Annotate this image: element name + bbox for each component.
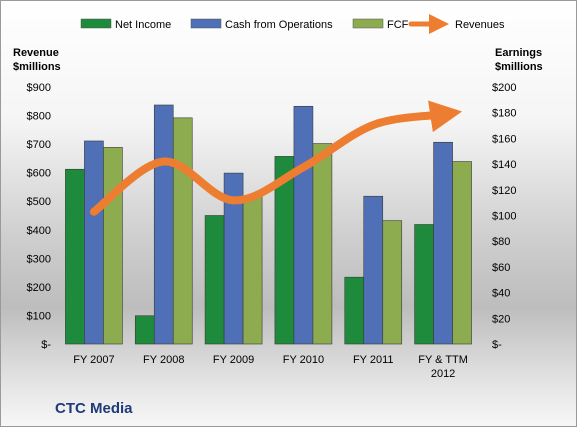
right-axis: $- $20 $40 $60 $80 $100 $120 $140 $160 $180 $200 <box>492 82 516 351</box>
bar-fcf-fy-2011 <box>382 220 403 345</box>
right-tick-label: $- <box>492 339 502 351</box>
category-label-fy-ttm-2012: FY & TTM 2012 <box>418 354 468 380</box>
left-axis: $- $100 $200 $300 $400 $500 $600 $700 $800 $900 <box>27 82 52 351</box>
legend-label-revenues: Revenues <box>455 19 505 31</box>
right-tick-label: $20 <box>492 313 510 325</box>
bar-cash-from-operations-fy-2008 <box>153 104 174 345</box>
bar-fcf-fy-2007 <box>103 147 123 345</box>
company-name: CTC Media <box>55 400 133 417</box>
right-tick-label: $140 <box>492 159 516 171</box>
bar-net-income-fy-2011 <box>344 276 365 345</box>
revenues-line <box>89 100 463 216</box>
legend-label-cash-from-operations: Cash from Operations <box>225 19 333 31</box>
left-tick-label: $800 <box>27 111 51 123</box>
left-axis-title-line1: Revenue <box>13 47 59 59</box>
legend-swatch-cash-from-operations <box>190 18 222 29</box>
bars <box>65 104 472 345</box>
right-axis-title-line2: $millions <box>495 61 543 73</box>
bar-net-income-fy-2008 <box>134 315 155 345</box>
left-tick-label: $400 <box>27 225 51 237</box>
category-label-fy-2010: FY 2010 <box>283 354 324 366</box>
left-axis-title-line2: $millions <box>13 61 61 73</box>
left-tick-label: $500 <box>27 196 51 208</box>
category-label-fy-2011: FY 2011 <box>353 354 394 366</box>
bar-net-income-fy-ttm-2012 <box>414 224 434 345</box>
right-axis-title-line1: Earnings <box>495 47 542 59</box>
legend-swatch-net-income <box>80 18 112 29</box>
bar-fcf-fy-2010 <box>312 143 333 345</box>
category-label-fy-2008: FY 2008 <box>143 354 184 366</box>
right-tick-label: $40 <box>492 288 510 300</box>
bar-fcf-fy-2009 <box>242 195 263 345</box>
revenue-line-layer <box>89 100 463 216</box>
category-label-fy-2007: FY 2007 <box>73 354 114 366</box>
bar-cash-from-operations-fy-2007 <box>84 140 104 345</box>
legend-label-net-income: Net Income <box>115 19 171 31</box>
left-tick-label: $300 <box>27 253 51 265</box>
right-tick-label: $100 <box>492 211 516 223</box>
bar-cash-from-operations-fy-2010 <box>293 105 314 345</box>
left-tick-label: $600 <box>27 168 51 180</box>
right-tick-label: $120 <box>492 185 516 197</box>
bar-fcf-fy-ttm-2012 <box>452 161 472 345</box>
legend-label-fcf: FCF <box>387 19 409 31</box>
left-tick-label: $700 <box>27 139 51 151</box>
left-tick-label: $200 <box>27 282 51 294</box>
right-tick-label: $80 <box>492 236 510 248</box>
bar-fcf-fy-2008 <box>172 117 193 345</box>
bar-net-income-fy-2007 <box>65 168 85 345</box>
right-tick-label: $180 <box>492 108 516 120</box>
legend-swatch-fcf <box>352 18 384 29</box>
left-tick-label: $- <box>41 339 51 351</box>
x-axis: FY 2007 FY 2008 FY 2009 FY 2010 FY 2011 FY & … <box>73 354 468 380</box>
bar-net-income-fy-2009 <box>204 215 225 345</box>
bar-cash-from-operations-fy-ttm-2012 <box>433 141 453 345</box>
right-tick-label: $200 <box>492 82 516 94</box>
right-tick-label: $60 <box>492 262 510 274</box>
right-tick-label: $160 <box>492 133 516 145</box>
left-tick-label: $900 <box>27 82 51 94</box>
left-tick-label: $100 <box>27 310 51 322</box>
category-label-fy-2009: FY 2009 <box>213 354 254 366</box>
bar-cash-from-operations-fy-2011 <box>363 195 384 345</box>
legend: Net Income Cash from Operations FCF Reve… <box>80 14 505 34</box>
